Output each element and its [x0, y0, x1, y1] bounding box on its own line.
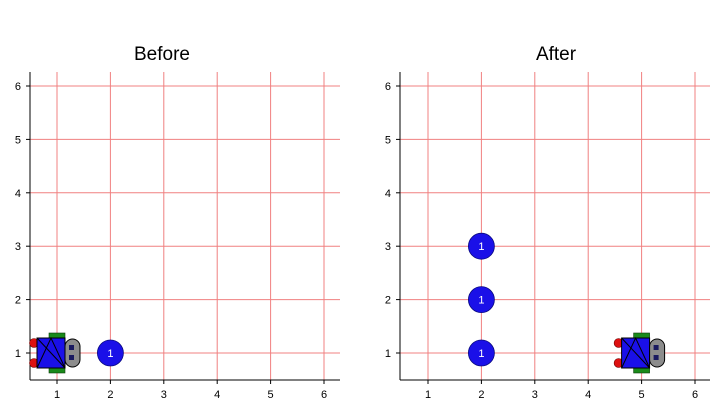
robot-head — [64, 338, 81, 368]
y-tick-label: 5 — [15, 134, 21, 146]
x-tick-label: 5 — [639, 389, 645, 401]
before-title: Before — [134, 44, 190, 65]
y-tick-label: 1 — [15, 348, 21, 360]
y-tick-label: 1 — [385, 348, 391, 360]
beeper: 1 — [467, 339, 495, 367]
x-tick-label: 4 — [214, 389, 220, 401]
robot-tread-top — [48, 332, 66, 339]
beeper-count: 1 — [478, 348, 484, 360]
robot-tread-bottom — [48, 367, 66, 374]
before-world: 1 2 3 4 5 6 1 2 3 4 5 6 1 — [15, 72, 340, 401]
x-tick-label: 4 — [585, 389, 591, 401]
karel-robot — [29, 332, 81, 374]
beeper: 1 — [467, 232, 495, 260]
x-tick-label: 5 — [268, 389, 274, 401]
beeper-circle — [467, 232, 495, 260]
after-title: After — [535, 44, 577, 65]
y-tick-label: 2 — [385, 295, 391, 307]
y-tick-label: 4 — [385, 188, 391, 200]
robot-body-mark — [36, 336, 66, 369]
robot-body-diagonal — [36, 337, 66, 369]
beeper-count: 1 — [478, 241, 484, 253]
robot-body-diagonal — [621, 337, 650, 369]
beeper-count: 1 — [107, 348, 113, 360]
robot-head — [649, 338, 666, 368]
x-tick-label: 2 — [478, 389, 484, 401]
x-tick-label: 3 — [532, 389, 538, 401]
beeper-circle — [97, 339, 124, 367]
karel-robot — [613, 332, 666, 374]
beeper-count: 1 — [478, 295, 484, 307]
x-tick-label: 6 — [321, 389, 327, 401]
after-world: 1 2 3 4 5 6 1 2 3 4 5 6 1 1 1 — [385, 72, 710, 401]
beeper: 1 — [467, 286, 495, 314]
beeper: 1 — [97, 339, 124, 367]
y-tick-label: 3 — [15, 241, 21, 253]
y-tick-label: 4 — [15, 188, 21, 200]
x-tick-label: 2 — [107, 389, 113, 401]
x-tick-label: 3 — [161, 389, 167, 401]
y-tick-label: 5 — [385, 134, 391, 146]
beeper-circle — [467, 339, 495, 367]
beeper-circle — [467, 286, 495, 314]
robot-eye-top — [69, 345, 74, 350]
robot-eye-bottom — [69, 355, 74, 360]
robot-tread-bottom — [633, 367, 650, 374]
robot-eye-top — [653, 345, 659, 350]
y-tick-label: 2 — [15, 295, 21, 307]
x-tick-label: 6 — [692, 389, 698, 401]
y-tick-label: 3 — [385, 241, 391, 253]
y-tick-label: 6 — [385, 81, 391, 93]
robot-tread-top — [633, 332, 650, 339]
x-tick-label: 1 — [425, 389, 431, 401]
robot-body-mark — [621, 336, 651, 369]
x-tick-label: 1 — [54, 389, 60, 401]
robot-eye-bottom — [653, 355, 659, 360]
y-tick-label: 6 — [15, 81, 21, 93]
